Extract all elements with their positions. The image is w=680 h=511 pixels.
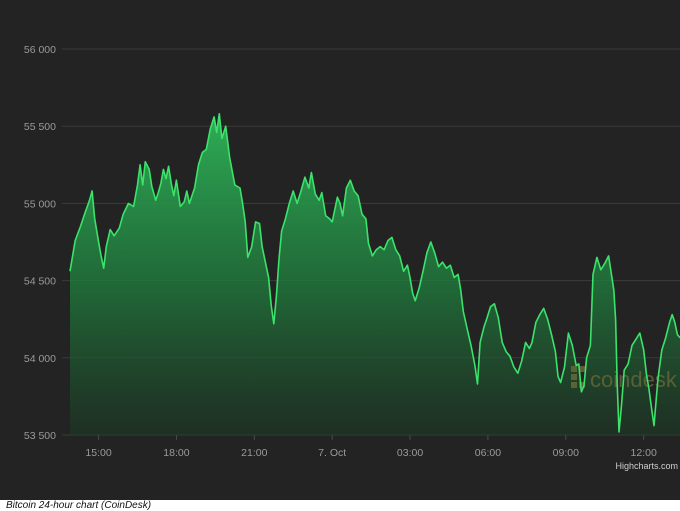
x-tick-label: 03:00 xyxy=(397,447,423,459)
x-tick-label: 21:00 xyxy=(241,447,267,459)
x-tick-label: 12:00 xyxy=(631,447,657,459)
x-tick-label: 7. Oct xyxy=(318,447,346,459)
x-tick-label: 06:00 xyxy=(475,447,501,459)
highcharts-credits[interactable]: Highcharts.com xyxy=(615,461,678,471)
price-area xyxy=(70,113,680,436)
x-tick-label: 15:00 xyxy=(85,447,111,459)
area-fill-layer xyxy=(70,113,680,436)
coindesk-logo-icon xyxy=(571,366,585,388)
x-tick-label: 09:00 xyxy=(553,447,579,459)
chart-caption: Bitcoin 24-hour chart (CoinDesk) xyxy=(6,500,152,511)
coindesk-watermark: coindesk xyxy=(571,366,678,392)
watermark-text: coindesk xyxy=(590,367,678,392)
y-tick-label: 55 000 xyxy=(24,198,56,210)
chart-container: coindesk 56 000 55 500 55 000 54 500 54 000 5… xyxy=(0,0,680,500)
y-tick-label: 55 500 xyxy=(24,121,56,133)
line-layer xyxy=(69,113,680,433)
price-line[interactable] xyxy=(69,113,680,433)
y-tick-label: 54 000 xyxy=(24,353,56,365)
x-tick-label: 18:00 xyxy=(163,447,189,459)
y-tick-label: 53 500 xyxy=(24,430,56,442)
x-axis-labels: 15:00 18:00 21:00 7. Oct 03:00 06:00 09:00 12:0… xyxy=(85,435,657,459)
y-tick-label: 54 500 xyxy=(24,276,56,288)
y-axis-labels: 56 000 55 500 55 000 54 500 54 000 53 500 xyxy=(24,44,56,442)
y-tick-label: 56 000 xyxy=(24,44,56,56)
